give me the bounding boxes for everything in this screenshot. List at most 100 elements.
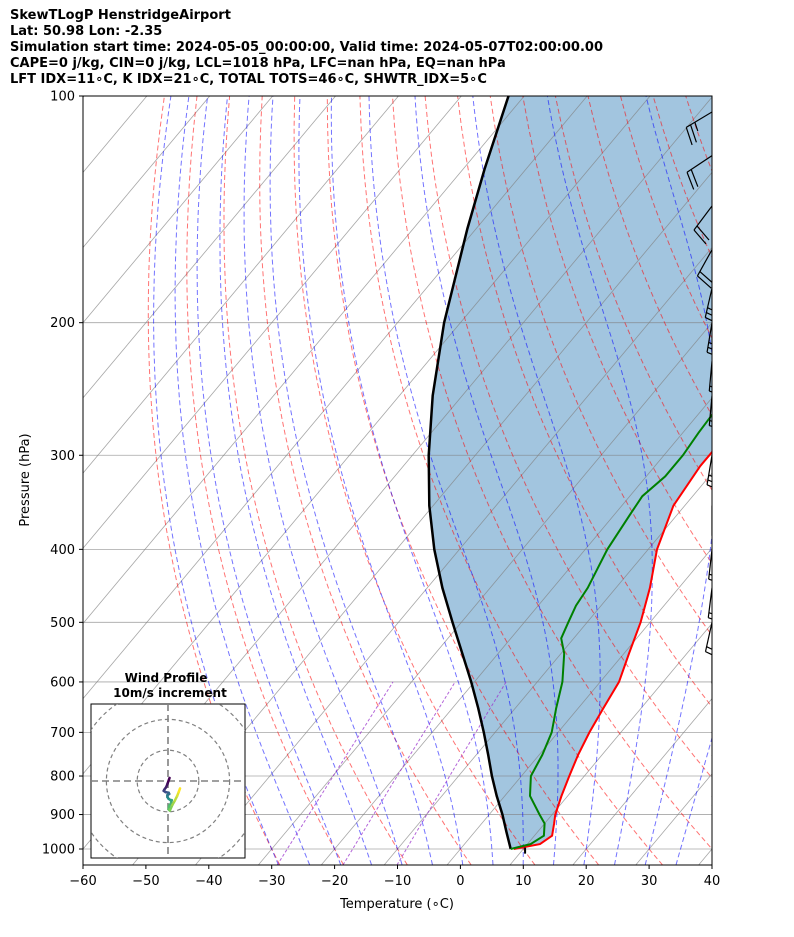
- sounding-profiles: [427, 96, 712, 854]
- parcel-profile-line: [427, 96, 512, 850]
- isotherm-line: [83, 96, 211, 249]
- wind-barb-flag: [717, 738, 735, 739]
- wind-barb-staff: [711, 849, 712, 850]
- wind-barb-flag: [690, 169, 699, 187]
- isotherm-line: [258, 322, 712, 865]
- wind-barb-flag: [723, 840, 741, 843]
- isotherm-line: [83, 96, 273, 324]
- wind-barb: [711, 776, 724, 802]
- mixing-ratio-line: [342, 681, 456, 865]
- wind-barb-flag: [686, 172, 695, 190]
- wind-barb-flag: [715, 780, 733, 782]
- wind-barb-flag: [715, 801, 724, 802]
- wind-barb-flag: [689, 124, 697, 143]
- moist-adiabat-line: [414, 96, 559, 865]
- isotherm-line: [446, 547, 712, 865]
- x-tick-label: −30: [258, 874, 285, 889]
- dry-adiabat-line: [223, 96, 408, 865]
- wind-barb: [711, 832, 750, 851]
- dry-adiabat-line: [186, 96, 345, 865]
- moist-adiabat-line: [174, 96, 311, 865]
- isotherm-line: [195, 246, 712, 865]
- wind-barb-flag: [716, 757, 734, 758]
- hodograph-subtitle: 10m/s increment: [113, 686, 227, 700]
- dry-adiabat-line: [751, 96, 794, 865]
- isotherm-line: [83, 96, 462, 549]
- isotherm-line: [572, 698, 712, 865]
- wind-barb-flag: [715, 785, 733, 787]
- isotherm-line: [83, 96, 525, 625]
- mixing-ratio-line: [276, 681, 394, 865]
- wind-barb: [707, 587, 712, 620]
- y-tick-label: 700: [50, 726, 75, 741]
- moist-adiabat-line: [546, 96, 653, 865]
- y-tick-label: 200: [50, 316, 75, 331]
- wind-barb: [711, 653, 712, 685]
- wind-barb: [711, 795, 734, 828]
- wind-barb-flag: [706, 646, 712, 650]
- wind-barb-flag: [704, 316, 712, 322]
- mixing-ratio-line: [396, 681, 507, 865]
- wind-barb-flag: [705, 651, 712, 656]
- wind-barb-staff: [711, 795, 712, 801]
- wind-barb: [706, 322, 712, 355]
- wind-barb-flag: [717, 762, 735, 763]
- wind-barb-flag: [708, 474, 712, 477]
- wind-barb-flag: [727, 840, 735, 844]
- x-axis-label: Temperature (∘C): [339, 897, 454, 912]
- moist-adiabat-line: [298, 96, 464, 865]
- wind-barb: [696, 249, 712, 289]
- location-line: Lat: 50.98 Lon: -2.35: [10, 24, 163, 39]
- wind-barb-flag: [735, 840, 750, 851]
- y-tick-label: 900: [50, 808, 75, 823]
- wind-barb-flag: [706, 312, 712, 316]
- hodograph-inset: Wind Profile 10m/s increment: [90, 671, 246, 859]
- wind-barb-flag: [685, 127, 693, 146]
- wind-barb: [704, 622, 712, 656]
- isotherm-line: [83, 96, 336, 399]
- wind-barb-flag: [729, 841, 746, 848]
- wind-barb-flag: [716, 826, 734, 828]
- wind-barb: [711, 805, 712, 809]
- wind-barb-flag: [697, 275, 712, 289]
- wind-barb: [711, 823, 746, 848]
- isotherm-line: [762, 96, 794, 865]
- x-tick-label: 0: [456, 874, 464, 889]
- wind-barb-staff: [711, 776, 712, 781]
- moist-adiabat-line: [368, 96, 524, 865]
- wind-barb-flag: [693, 229, 707, 245]
- wind-barb-flag: [708, 617, 712, 620]
- wind-barb-flag: [706, 351, 712, 355]
- isotherm-line: [83, 96, 588, 700]
- wind-barb: [693, 205, 712, 245]
- wind-barb: [711, 708, 735, 739]
- wind-barb-staff: [711, 814, 712, 817]
- chart-header: SkewTLogP HenstridgeAirport Lat: 50.98 L…: [10, 8, 603, 88]
- y-tick-label: 800: [50, 770, 75, 785]
- wind-barb-flag: [708, 341, 712, 345]
- wind-barb-staff: [711, 732, 712, 736]
- isotherm-line: [83, 96, 399, 474]
- wind-barb-flag: [716, 733, 734, 734]
- hodograph-ring: [105, 718, 231, 844]
- x-axis: −60 −50 −40 −30 −20 −10 0 10 20 30 40: [69, 865, 720, 889]
- isotherm-line: [698, 848, 712, 865]
- dewpoint-profile-line: [510, 413, 712, 850]
- x-tick-label: 20: [578, 874, 595, 889]
- wind-barb-flag: [708, 612, 712, 615]
- isotherm-line: [509, 622, 712, 865]
- dry-adiabat-line: [147, 96, 281, 865]
- wind-barb-flag: [711, 530, 712, 532]
- wind-barb-flag: [711, 535, 712, 537]
- isotherm-line: [83, 96, 85, 98]
- x-tick-label: −40: [195, 874, 222, 889]
- dry-adiabat-line: [783, 96, 794, 865]
- stability-indices-line: LFT IDX=11∘C, K IDX=21∘C, TOTAL TOTS=46∘…: [10, 72, 487, 87]
- wind-barb-staff: [685, 111, 712, 128]
- hodograph-title: Wind Profile: [125, 671, 208, 685]
- wind-barb-staff: [711, 823, 712, 825]
- wind-barb-flag: [736, 855, 750, 867]
- wind-barb: [711, 505, 712, 537]
- wind-barb: [711, 732, 735, 763]
